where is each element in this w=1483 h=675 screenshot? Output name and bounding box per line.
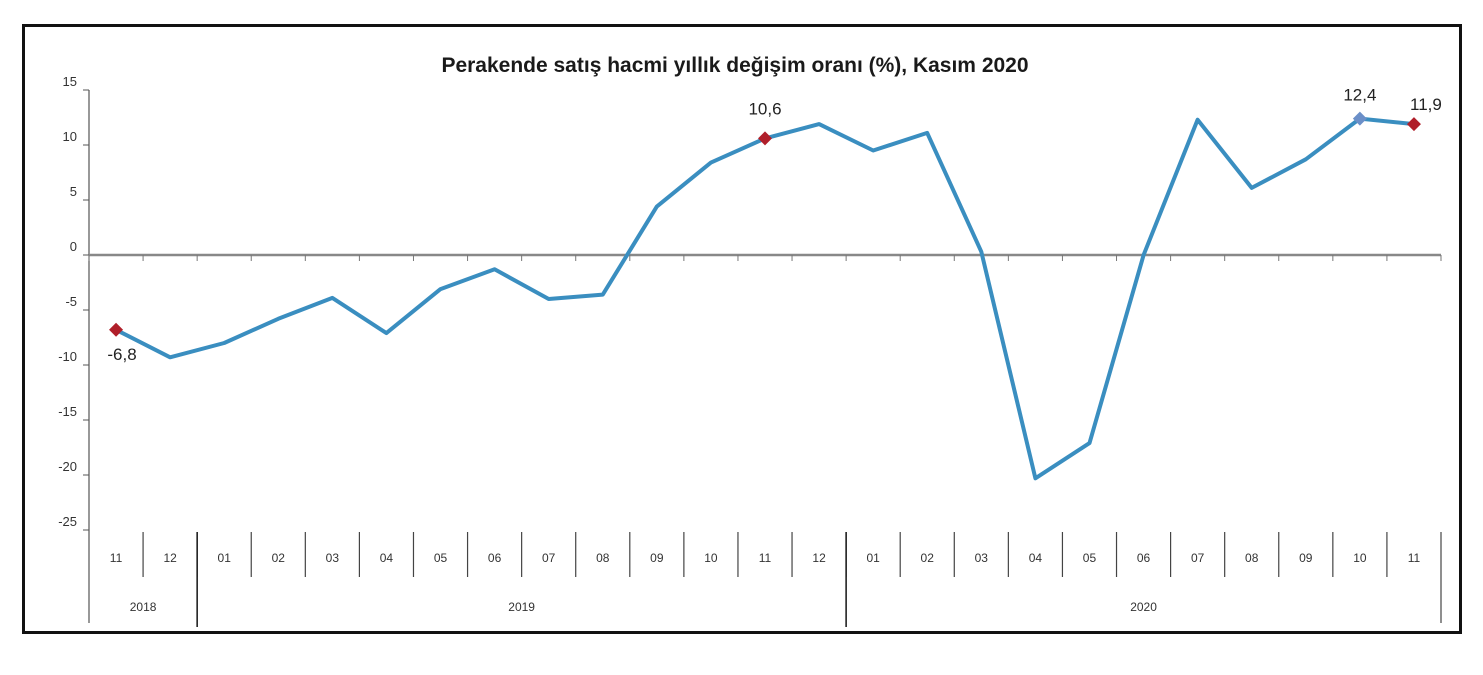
x-tick-label: 04 bbox=[380, 551, 394, 565]
highlight-marker bbox=[109, 322, 124, 337]
data-label: 12,4 bbox=[1343, 86, 1376, 105]
y-tick-label: -15 bbox=[58, 404, 77, 419]
x-tick-label: 08 bbox=[596, 551, 610, 565]
year-label: 2018 bbox=[130, 600, 157, 614]
y-tick-label: 15 bbox=[63, 74, 77, 89]
chart-frame: Perakende satış hacmi yıllık değişim ora… bbox=[22, 24, 1462, 634]
x-tick-label: 11 bbox=[110, 551, 123, 565]
x-tick-label: 05 bbox=[434, 551, 448, 565]
x-tick-label: 01 bbox=[866, 551, 880, 565]
series-line bbox=[114, 116, 1416, 481]
x-tick-label: 12 bbox=[812, 551, 826, 565]
x-tick-label: 11 bbox=[1408, 551, 1421, 565]
y-axis-ticks: 15 10 5 0 -5 -10 -15 -20 -25 bbox=[58, 74, 89, 531]
x-tick-label: 09 bbox=[1299, 551, 1313, 565]
x-tick-label: 10 bbox=[704, 551, 718, 565]
x-tick-label: 02 bbox=[272, 551, 286, 565]
x-tick-label: 09 bbox=[650, 551, 664, 565]
y-tick-label: -5 bbox=[65, 294, 77, 309]
data-label: 10,6 bbox=[748, 99, 781, 118]
x-tick-label: 06 bbox=[488, 551, 502, 565]
series-polyline bbox=[114, 116, 1416, 481]
x-tick-label: 03 bbox=[975, 551, 989, 565]
highlight-marker bbox=[1406, 117, 1421, 132]
x-tick-label: 02 bbox=[921, 551, 935, 565]
chart-axes bbox=[88, 90, 1441, 623]
x-tick-label: 04 bbox=[1029, 551, 1043, 565]
x-axis-ticks: 11 12 01 02 03 04 05 06 07 08 09 10 11 12 01 02 03 04 05 06… bbox=[88, 255, 1442, 577]
x-tick-label: 03 bbox=[326, 551, 340, 565]
y-tick-label: 0 bbox=[70, 239, 77, 254]
x-tick-label: 06 bbox=[1137, 551, 1151, 565]
year-label: 2020 bbox=[1130, 600, 1157, 614]
y-tick-label: -20 bbox=[58, 459, 77, 474]
highlight-marker bbox=[758, 131, 772, 146]
y-tick-label: -25 bbox=[58, 514, 77, 529]
x-tick-label: 07 bbox=[1191, 551, 1205, 565]
chart-title: Perakende satış hacmi yıllık değişim ora… bbox=[441, 54, 1028, 77]
highlight-markers: -6,8 10,6 12,4 11,9 bbox=[107, 86, 1441, 364]
year-labels: 2018 2019 2020 bbox=[130, 532, 1442, 627]
line-chart: Perakende satış hacmi yıllık değişim ora… bbox=[58, 54, 1442, 627]
y-tick-label: 10 bbox=[63, 129, 77, 144]
highlight-marker bbox=[1352, 111, 1367, 126]
x-tick-label: 12 bbox=[163, 551, 177, 565]
data-label: -6,8 bbox=[107, 345, 136, 364]
x-tick-label: 08 bbox=[1245, 551, 1259, 565]
x-tick-label: 01 bbox=[218, 551, 232, 565]
y-tick-label: 5 bbox=[70, 184, 77, 199]
x-tick-label: 11 bbox=[759, 551, 772, 565]
x-tick-label: 05 bbox=[1083, 551, 1097, 565]
data-label: 11,9 bbox=[1410, 95, 1442, 114]
x-tick-label: 07 bbox=[542, 551, 556, 565]
year-label: 2019 bbox=[508, 600, 535, 614]
y-tick-label: -10 bbox=[58, 349, 77, 364]
x-tick-label: 10 bbox=[1353, 551, 1367, 565]
